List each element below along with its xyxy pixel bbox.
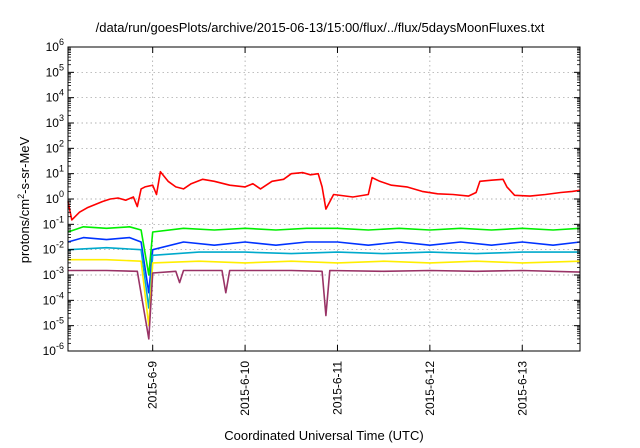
y-axis: 10-6 10-5 10-4 10-3 10-2 10-1 100 101 102 103 104 1… xyxy=(43,37,580,358)
x-tick-label: 2015-6-9 xyxy=(146,361,160,409)
y-tick-label: 106 xyxy=(46,37,64,54)
x-tick-label: 2015-6-12 xyxy=(423,361,437,416)
y-tick-label: 101 xyxy=(46,164,64,181)
series-line-5 xyxy=(68,258,581,327)
series-line-6 xyxy=(68,269,581,340)
x-axis: 2015-6-9 2015-6-10 2015-6-11 2015-6-12 2015-… xyxy=(146,47,529,416)
y-tick-label: 103 xyxy=(46,113,64,130)
x-axis-label: Coordinated Universal Time (UTC) xyxy=(224,428,424,443)
series-group xyxy=(67,170,581,340)
grid xyxy=(68,47,580,351)
y-tick-label: 10-6 xyxy=(43,341,64,358)
series-line-4 xyxy=(67,246,580,309)
y-tick-label: 10-2 xyxy=(43,240,64,257)
chart-title: /data/run/goesPlots/archive/2015-06-13/1… xyxy=(95,20,545,35)
x-tick-label: 2015-6-10 xyxy=(238,361,252,416)
y-axis-label: protons/cm2-s-sr-MeV xyxy=(15,136,33,264)
x-tick-label: 2015-6-11 xyxy=(330,361,344,415)
y-tick-label: 10-4 xyxy=(43,290,64,307)
y-tick-label: 105 xyxy=(46,62,64,79)
y-tick-label: 10-1 xyxy=(43,214,64,231)
series-line-3 xyxy=(67,236,581,294)
y-tick-label: 102 xyxy=(46,138,64,155)
series-line-2 xyxy=(67,226,581,276)
y-tick-label: 10-3 xyxy=(43,265,64,282)
x-tick-label: 2015-6-13 xyxy=(515,361,529,416)
y-tick-label: 100 xyxy=(46,189,64,206)
y-tick-label: 104 xyxy=(46,88,64,105)
y-tick-label: 10-5 xyxy=(43,316,64,333)
series-line-1 xyxy=(67,170,581,221)
